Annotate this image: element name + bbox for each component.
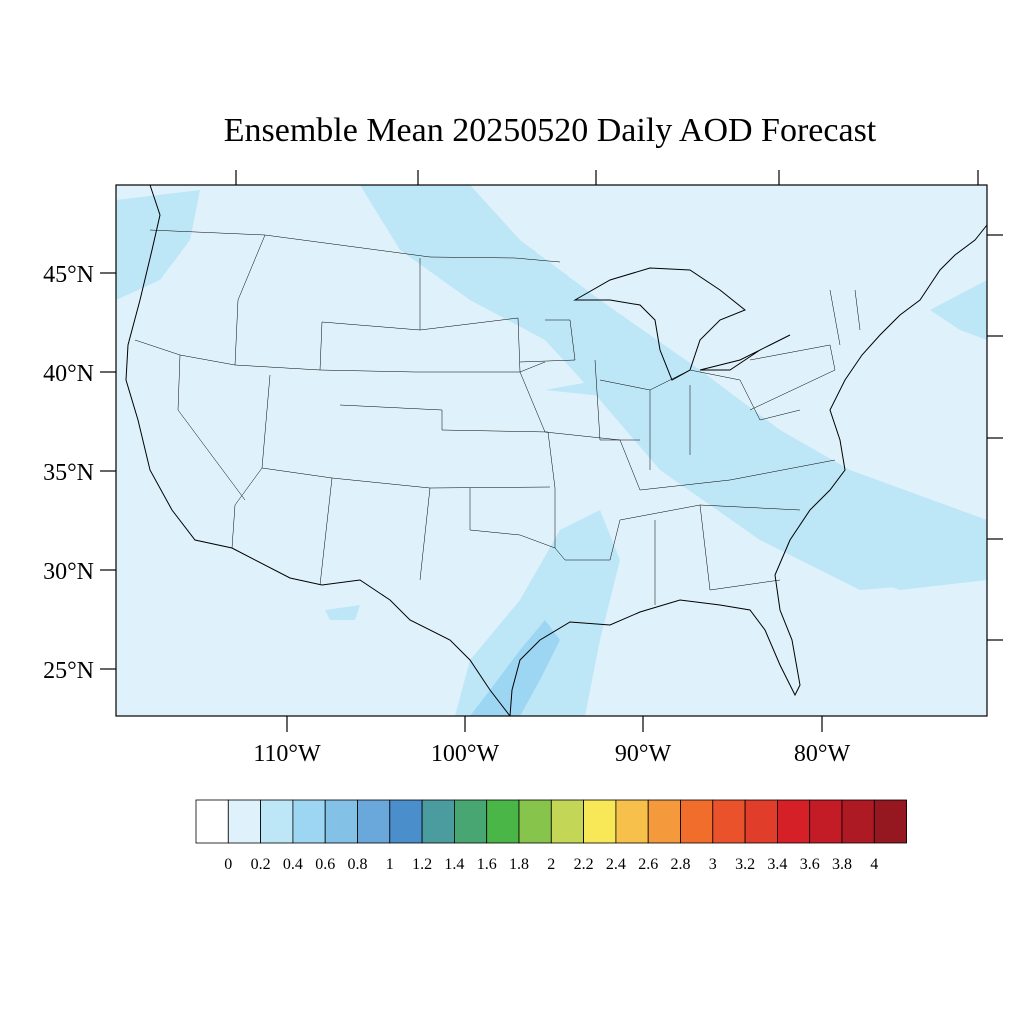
colorbar-box: [260, 799, 294, 844]
colorbar-box: [453, 799, 488, 844]
lat-label: 40°N: [43, 361, 94, 387]
lon-label: 100°W: [431, 741, 500, 767]
colorbar-label: 3.6: [800, 856, 820, 873]
colorbar-label: 2.8: [671, 856, 691, 873]
colorbar-label: 0.2: [251, 856, 271, 873]
coastline: [125, 185, 987, 716]
lon-label: 110°W: [253, 741, 321, 767]
colorbar-label: 2.2: [574, 856, 594, 873]
bottom-ticks: [286, 716, 823, 732]
colorbar-label: 2.4: [606, 856, 626, 873]
colorbar-label: 2: [547, 856, 555, 873]
colorbar-box: [841, 799, 875, 844]
colorbar-label: 0.4: [283, 856, 303, 873]
colorbar-label: 0.6: [315, 856, 335, 873]
colorbar-box: [550, 799, 584, 844]
map-panel: [116, 185, 987, 716]
colorbar-box: [389, 799, 423, 844]
colorbar-labels: 0 0.2 0.4 0.6 0.8 1 1.2 1.4 1.6 1.8 2 2.2 2.4 2.6 2.8 3…: [224, 856, 878, 873]
map-frame: [115, 184, 988, 717]
colorbar-box: [227, 799, 262, 844]
lat-label: 35°N: [43, 460, 94, 486]
colorbar-label: 2.6: [638, 856, 658, 873]
colorbar-box: [777, 799, 811, 844]
colorbar-box: [421, 799, 455, 844]
colorbar-box: [195, 799, 229, 844]
colorbar-label: 3: [709, 856, 717, 873]
colorbar-label: 0.8: [348, 856, 368, 873]
colorbar-box: [809, 799, 843, 844]
lat-label: 25°N: [43, 658, 94, 684]
aod-region-pacific: [325, 605, 360, 620]
colorbar-box: [324, 799, 358, 844]
colorbar-box: [292, 799, 326, 844]
aod-region-northeast: [930, 280, 987, 340]
lat-label: 30°N: [43, 559, 94, 585]
colorbar-box: [744, 799, 778, 844]
colorbar-label: 1.8: [509, 856, 529, 873]
right-ticks: [987, 234, 1003, 641]
colorbar-box: [486, 799, 520, 844]
left-ticks: [100, 272, 116, 670]
colorbar-label: 3.2: [735, 856, 755, 873]
colorbar-label: 1.2: [412, 856, 432, 873]
aod-region-northwest: [116, 190, 200, 300]
colorbar-box: [647, 799, 681, 844]
colorbar-label: 0: [224, 856, 232, 873]
colorbar-box: [712, 799, 746, 844]
colorbar-box: [583, 799, 617, 844]
aod-region-gulf: [455, 510, 620, 716]
colorbar: [195, 799, 907, 844]
colorbar-label: 3.8: [832, 856, 852, 873]
colorbar-label: 3.4: [767, 856, 787, 873]
colorbar-label: 4: [870, 856, 878, 873]
colorbar-box: [615, 799, 649, 844]
colorbar-box: [873, 799, 907, 844]
lon-label: 90°W: [615, 741, 672, 767]
colorbar-label: 1.6: [477, 856, 497, 873]
aod-region-texas-coast: [470, 620, 560, 716]
colorbar-label: 1: [386, 856, 394, 873]
great-lakes: [573, 267, 791, 381]
colorbar-box: [357, 799, 391, 844]
chart-title: Ensemble Mean 20250520 Daily AOD Forecas…: [223, 112, 877, 149]
lat-labels: 45°N 40°N 35°N 30°N 25°N: [43, 262, 94, 684]
state-borders: [134, 229, 861, 605]
top-ticks: [235, 170, 979, 185]
lon-labels: 110°W 100°W 90°W 80°W: [253, 741, 850, 767]
colorbar-label: 1.4: [444, 856, 464, 873]
colorbar-box: [518, 799, 552, 844]
colorbar-box: [680, 799, 714, 844]
lon-label: 80°W: [794, 741, 851, 767]
aod-region-southeast: [545, 380, 987, 590]
lat-label: 45°N: [43, 262, 94, 288]
